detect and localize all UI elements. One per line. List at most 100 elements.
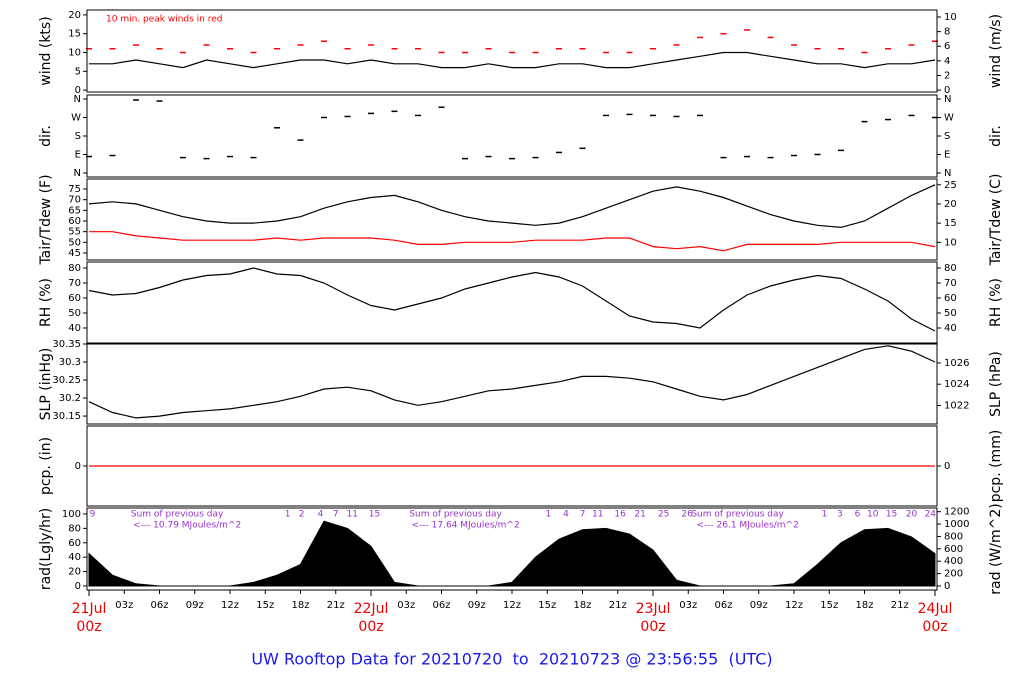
x-tick-label: 06z: [433, 600, 451, 611]
panel: pcp. (in) pcp. (mm) 0 0: [38, 425, 1004, 507]
y-tick-label: 30.35: [52, 339, 81, 350]
day-tick-label: 00z: [640, 619, 665, 635]
y2-tick-label: 4: [944, 56, 950, 67]
y-tick-label: 30.15: [52, 411, 81, 422]
y-tick-label: N: [74, 94, 81, 105]
sun-hour-label: 7: [580, 510, 586, 520]
sun-hour-label: 1: [822, 510, 828, 520]
y2-tick-label: 60: [944, 293, 957, 304]
y-tick-label: E: [75, 149, 81, 160]
annotation: <--- 10.79 MJoules/m^2: [133, 521, 241, 531]
series-line: [88, 184, 936, 229]
y-tick-label: N: [74, 168, 81, 179]
x-tick-label: 18z: [856, 600, 874, 611]
y-tick-label: 70: [68, 195, 81, 206]
y2-tick-label: 600: [944, 544, 963, 555]
y2-axis-label: Tair/Tdew (C): [988, 174, 1004, 267]
x-tick-label: 12z: [221, 600, 239, 611]
sun-hour-label: 2: [299, 510, 305, 520]
sun-hour-label: 24: [925, 510, 937, 520]
y2-tick-label: 8: [944, 27, 950, 38]
panel-frame: [86, 425, 938, 507]
sun-hour-label: 15: [369, 510, 380, 520]
y-tick-label: 15: [68, 29, 81, 40]
x-tick-label: 18z: [574, 600, 592, 611]
sun-hour-label: 16: [614, 510, 626, 520]
y-tick-label: 80: [68, 263, 81, 274]
y-axis-label: SLP (inHg): [38, 348, 54, 421]
y2-tick-label: 40: [944, 323, 957, 334]
y-tick-label: 30.2: [59, 393, 81, 404]
y-tick-label: 40: [68, 323, 81, 334]
x-tick-label: 09z: [468, 600, 486, 611]
y2-tick-label: 0: [944, 85, 950, 96]
y-axis-label: pcp. (in): [38, 437, 54, 495]
sun-hour-label: 9: [90, 510, 96, 520]
y-tick-label: 20: [68, 567, 81, 578]
y-tick-label: 65: [68, 205, 81, 216]
x-tick-label: 21z: [327, 600, 345, 611]
y2-tick-label: 0: [944, 461, 950, 472]
x-tick-label: 15z: [538, 600, 556, 611]
annotation: Sum of previous day: [409, 510, 502, 520]
panel-frame: [86, 343, 938, 425]
day-tick-label: 24Jul: [918, 601, 953, 617]
panel: Tair/Tdew (F) Tair/Tdew (C) 45505560657075…: [38, 174, 1004, 267]
y2-tick-label: 50: [944, 308, 957, 319]
y2-tick-label: N: [944, 94, 951, 105]
y-tick-label: 0: [75, 461, 81, 472]
sun-hour-label: 25: [658, 510, 669, 520]
y2-axis-label: RH (%): [988, 278, 1004, 327]
y2-tick-label: 25: [944, 180, 957, 191]
y-tick-label: 100: [62, 509, 81, 520]
y2-axis-label: rad (W/m^2): [988, 503, 1004, 594]
y-tick-label: 50: [68, 237, 81, 248]
y-axis-label: RH (%): [38, 278, 54, 327]
day-tick-label: 21Jul: [72, 601, 107, 617]
y-tick-label: 70: [68, 278, 81, 289]
sun-hour-label: 20: [906, 510, 918, 520]
sun-hour-label: 26: [681, 510, 693, 520]
sun-hour-label: 4: [563, 510, 569, 520]
day-tick-label: 23Jul: [636, 601, 671, 617]
y2-tick-label: 10: [944, 237, 957, 248]
sun-hour-label: 10: [867, 510, 879, 520]
sun-hour-label: 1: [546, 510, 552, 520]
x-tick-label: 06z: [151, 600, 169, 611]
panel-frame: [86, 261, 938, 344]
annotation: 10 min. peak winds in red: [106, 15, 223, 25]
annotation: Sum of previous day: [691, 510, 784, 520]
y2-tick-label: 15: [944, 218, 957, 229]
y2-tick-label: 6: [944, 41, 950, 52]
y2-tick-label: 400: [944, 556, 963, 567]
y2-tick-label: 1026: [944, 358, 969, 369]
y-tick-label: 30.25: [52, 375, 81, 386]
series-line: [88, 345, 936, 419]
y2-tick-label: 10: [944, 12, 957, 23]
x-tick-label: 09z: [186, 600, 204, 611]
y2-tick-label: 80: [944, 263, 957, 274]
x-tick-label: 03z: [679, 600, 697, 611]
sun-hour-label: 7: [333, 510, 339, 520]
y-tick-label: 5: [75, 66, 81, 77]
y2-tick-label: 1200: [944, 507, 969, 518]
sun-hour-label: 1: [285, 510, 291, 520]
y-tick-label: 0: [75, 581, 81, 592]
x-tick-label: 18z: [292, 600, 310, 611]
panel-frame: [86, 178, 938, 261]
y2-axis-label: SLP (hPa): [988, 351, 1004, 417]
series-line: [89, 231, 936, 252]
y-tick-label: 80: [68, 523, 81, 534]
y-tick-label: 20: [68, 10, 81, 21]
y2-axis-label: dir.: [988, 125, 1004, 147]
x-tick-label: 09z: [750, 600, 768, 611]
sun-hour-label: 11: [346, 510, 357, 520]
y2-tick-label: 20: [944, 199, 957, 210]
y-tick-label: 0: [75, 85, 81, 96]
y-tick-label: 60: [68, 538, 81, 549]
panel: wind (kts) wind (m/s) 0 5 10 15 20 0 2 4 6 8 10 10 mi…: [38, 9, 1004, 96]
y-tick-label: 10: [68, 48, 81, 59]
day-tick-label: 00z: [358, 619, 383, 635]
y-tick-label: S: [75, 131, 81, 142]
y2-tick-label: E: [944, 149, 950, 160]
